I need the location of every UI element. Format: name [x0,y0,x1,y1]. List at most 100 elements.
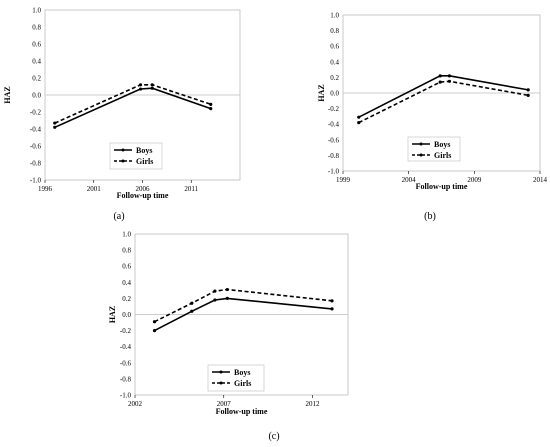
panel-b-y-tick-label: -1.0 [328,168,340,176]
panel-c-series-boys-point [330,307,334,311]
panel-b-y-tick-label: 0.4 [330,58,339,66]
panel-b-y-tick-label: -0.2 [328,105,340,113]
panel-label-b: (b) [424,211,436,222]
panel-b-series-boys-line [358,75,529,118]
panel-b-x-tick-label: 2014 [533,176,548,184]
panel-a-series-boys-point [138,87,143,91]
panel-b-series-girls-point [438,80,442,84]
panel-c-series-girls-point [330,299,334,303]
panel-a-series-girls-point [138,83,143,87]
panel-c-x-tick-label: 2007 [217,400,232,408]
panel-b-x-tick-label: 2009 [467,176,482,184]
panel-a-y-axis-title: HAZ [3,86,12,103]
panel-label-a: (a) [113,211,125,222]
panel-b-legend-box [407,136,461,162]
panel-c-legend-label-girls: Girls [234,379,251,388]
panel-c-y-tick-label: 0.4 [122,279,131,287]
panel-a-series-girls-point [53,121,57,125]
panel-c-x-tick-label: 2012 [306,400,321,408]
panel-b-y-tick-label: -0.4 [328,121,340,129]
panel-a-x-tick-label: 2006 [136,185,151,193]
panel-c-series-boys-point [213,298,217,302]
panel-b-y-tick-label: -0.6 [328,136,340,144]
panel-c-series-girls-point [213,289,217,293]
panel-c-x-axis-title: Follow-up time [216,407,268,416]
panel-a-y-tick-label: 1.0 [32,7,41,15]
panel-a-series-boys-point [150,86,154,90]
panel-a-x-tick-label: 2001 [87,185,102,193]
panel-a-legend-label-girls: Girls [136,157,153,166]
panel-b-series-girls-point [357,121,361,125]
panel-c-legend-label-boys: Boys [234,368,250,377]
panel-a-y-tick-label: 0.8 [32,24,41,32]
panel-a-legend-label-boys: Boys [136,146,152,155]
panel-a-y-tick-label: 0.6 [32,41,41,49]
panel-b-y-tick-label: 0.6 [330,43,339,51]
panel-b-y-tick-label: 1.0 [330,12,339,20]
panel-b-legend-label-girls: Girls [434,151,451,160]
panel-c-legend-box [207,364,265,392]
panel-a-y-tick-label: -0.6 [30,143,42,151]
panel-b-series-girls-point [526,93,530,97]
panel-c-series-girls-point [152,320,157,324]
panel-b-y-axis-title: HAZ [317,84,326,101]
panel-a-y-tick-label: -0.2 [30,109,42,117]
panel-a-x-tick-label: 2011 [184,185,198,193]
panel-c-y-tick-label: 0.0 [122,311,131,319]
panel-a-series-girls-point [150,83,154,87]
panel-b-series-girls-point [447,79,451,83]
panel-a-y-tick-label: -0.4 [30,126,42,134]
panel-b-series-boys-point [438,74,442,78]
panel-b-y-tick-label: 0.2 [330,74,339,82]
panel-c-series-boys-point [190,309,194,313]
panel-b-series-boys-point [526,88,530,92]
panel-c-x-tick-label: 2002 [128,400,143,408]
panel-b-legend-marker-girls [419,153,423,157]
panel-c-y-tick-label: 0.6 [122,263,131,271]
panel-b-x-axis-title: Follow-up time [416,182,468,191]
panel-a-series-girls-point [209,102,213,106]
panel-c-series-girls-point [225,287,229,292]
panel-c-series-girls-point [190,301,194,305]
panel-b-series-boys-point [447,74,451,78]
panel-a-y-tick-label: 0.4 [32,58,41,66]
panel-a-legend-marker-girls [121,159,125,163]
panel-label-c: (c) [268,431,280,442]
panel-c-y-tick-label: -0.6 [120,359,132,367]
panel-c-series-boys-point [225,296,229,300]
panel-a-x-axis-title: Follow-up time [117,191,169,200]
panel-a-y-tick-label: -1.0 [30,177,42,185]
panel-b-legend-marker-boys [419,142,423,146]
panel-a-x-tick-label: 1996 [38,185,53,193]
panel-c-y-tick-label: -0.8 [120,375,132,383]
panel-b-series-boys-point [357,115,361,119]
panel-a-y-tick-label: -0.8 [30,160,42,168]
panel-a-series-boys-line [54,87,212,129]
panel-a-y-tick-label: 0.0 [32,92,41,100]
panel-c-y-tick-label: 0.8 [122,247,131,255]
panel-a-y-tick-label: 0.2 [32,75,41,83]
panel-b-y-tick-label: -0.8 [328,152,340,160]
panel-c-y-axis-title: HAZ [108,306,117,323]
panel-a-legend-box [109,142,163,170]
panel-b-x-tick-label: 2004 [402,176,417,184]
panel-a-series-boys-point [209,107,213,111]
panel-c-legend-marker-girls [219,381,223,385]
panel-b-legend-label-boys: Boys [434,140,450,149]
panel-c-y-tick-label: -0.2 [120,327,132,335]
panel-b-y-tick-label: 0.0 [330,90,339,98]
panel-c-y-tick-label: 1.0 [122,231,131,239]
panel-c-y-tick-label: -0.4 [120,343,132,351]
panel-a-legend-marker-boys [121,148,125,152]
panel-c-y-tick-label: -1.0 [120,392,132,400]
panel-b-y-tick-label: 0.8 [330,27,339,35]
panel-b-x-tick-label: 1999 [336,176,351,184]
panel-c-legend-marker-boys [219,370,223,374]
panel-a-series-boys-point [53,125,57,129]
panel-c-series-boys-point [152,329,157,333]
panel-b-series-girls-line [358,80,529,124]
panel-a-series-girls-line [54,84,212,124]
